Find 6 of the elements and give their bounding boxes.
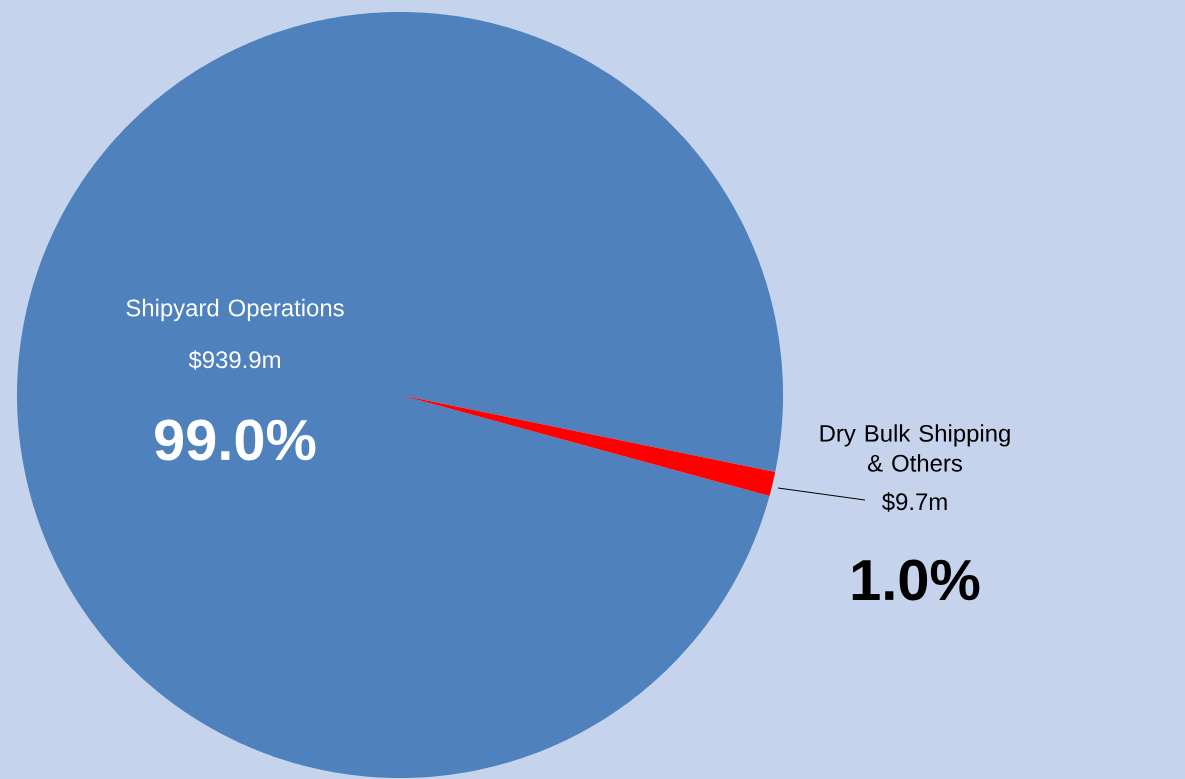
text: 99.0% xyxy=(155,419,316,461)
data-label: $9.7m xyxy=(882,492,947,512)
slice-label: Shipyard Operations xyxy=(126,298,344,322)
data-label: $939.9m xyxy=(188,350,280,370)
slice-label: Dry Bulk Shipping & Others xyxy=(820,424,1010,472)
text: 1.0% xyxy=(852,559,980,601)
